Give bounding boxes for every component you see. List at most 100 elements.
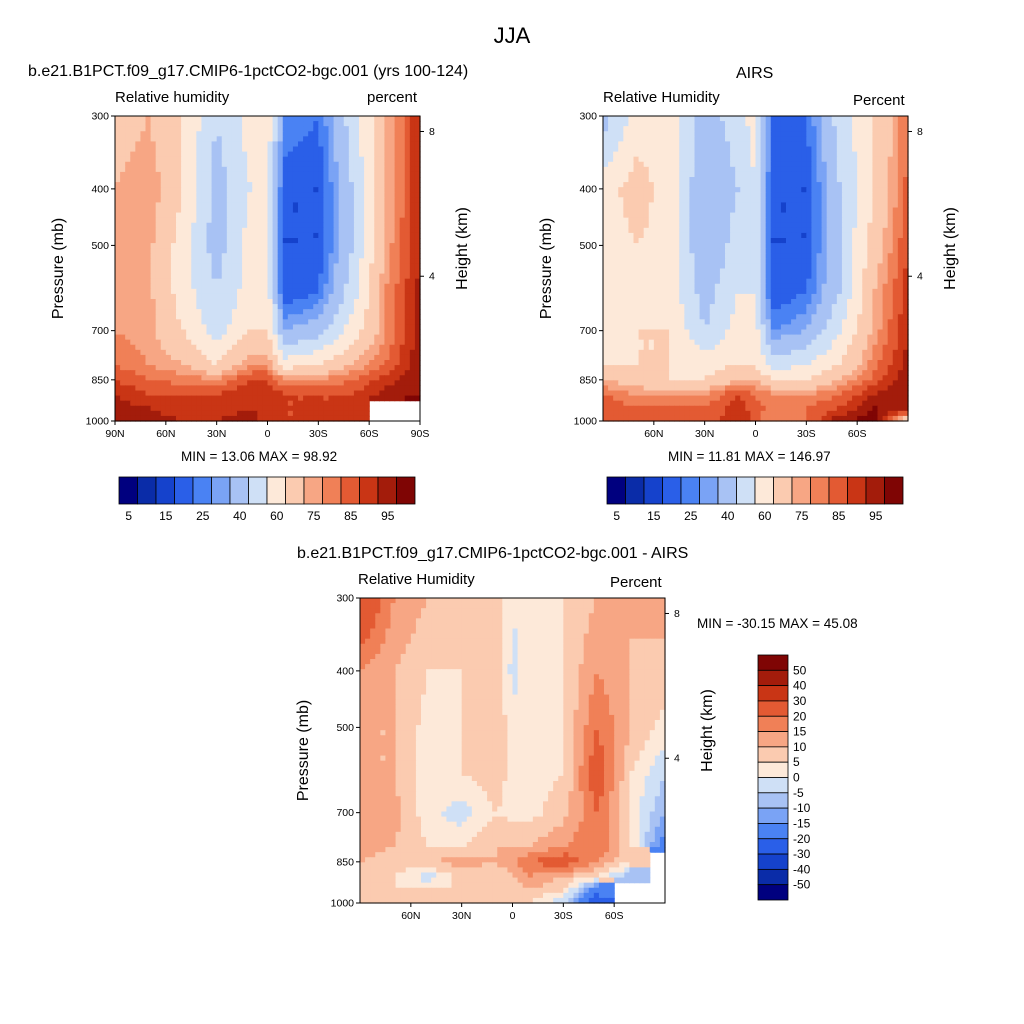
contour-cell <box>165 319 172 326</box>
contour-cell <box>613 156 619 163</box>
contour-cell <box>160 288 167 295</box>
contour-cell <box>298 360 304 366</box>
contour-cell <box>252 217 258 224</box>
contour-cell <box>252 344 258 351</box>
contour-cell <box>155 339 162 346</box>
contour-cell <box>679 197 685 204</box>
contour-cell <box>211 329 218 336</box>
contour-cell <box>714 217 721 224</box>
contour-cell <box>826 166 833 173</box>
contour-cell <box>653 202 660 209</box>
contour-cell <box>359 334 365 341</box>
contour-cell <box>308 278 314 285</box>
contour-cell <box>242 273 248 280</box>
contour-cell <box>369 197 375 204</box>
contour-cell <box>252 121 258 127</box>
contour-cell <box>633 151 640 158</box>
contour-cell <box>801 222 807 229</box>
contour-cell <box>252 161 258 168</box>
contour-cell <box>267 288 274 295</box>
contour-cell <box>140 232 147 239</box>
contour-cell <box>206 390 213 397</box>
contour-cell <box>348 192 355 198</box>
contour-cell <box>176 202 182 209</box>
contour-cell <box>902 217 909 224</box>
contour-cell <box>633 202 640 209</box>
contour-cell <box>689 192 696 198</box>
contour-cell <box>608 136 614 143</box>
contour-cell <box>399 121 406 127</box>
contour-cell <box>298 354 304 361</box>
contour-cell <box>775 156 782 163</box>
contour-cell <box>633 121 640 127</box>
contour-cell <box>847 171 853 178</box>
contour-cell <box>186 395 192 402</box>
contour-cell <box>394 319 401 326</box>
contour-cell <box>221 222 228 229</box>
contour-cell <box>328 126 335 132</box>
contour-cell <box>628 182 635 188</box>
contour-cell <box>638 136 645 143</box>
contour-cell <box>852 207 858 214</box>
contour-cell <box>150 324 157 331</box>
contour-cell <box>333 344 340 351</box>
contour-cell <box>775 222 782 229</box>
contour-cell <box>796 131 802 137</box>
contour-cell <box>389 243 396 249</box>
contour-cell <box>211 410 218 417</box>
contour-cell <box>140 192 147 198</box>
contour-cell <box>404 370 411 376</box>
contour-cell <box>684 161 691 168</box>
contour-cell <box>181 380 187 387</box>
contour-cell <box>719 192 726 198</box>
contour-cell <box>364 283 370 290</box>
contour-cell <box>308 304 314 310</box>
contour-cell <box>333 299 340 305</box>
contour-cell <box>221 339 228 346</box>
contour-cell <box>836 166 843 173</box>
contour-cell <box>226 182 233 188</box>
contour-cell <box>120 314 126 320</box>
contour-cell <box>679 151 685 158</box>
contour-cell <box>292 299 299 305</box>
contour-cell <box>775 146 782 153</box>
contour-cell <box>196 192 203 198</box>
contour-cell <box>333 258 340 265</box>
contour-cell <box>775 141 782 148</box>
contour-cell <box>206 349 213 356</box>
contour-cell <box>323 375 330 381</box>
contour-cell <box>333 334 340 341</box>
contour-cell <box>394 202 401 209</box>
contour-cell <box>191 314 197 320</box>
contour-cell <box>181 187 187 193</box>
contour-cell <box>338 161 345 168</box>
contour-cell <box>394 116 401 122</box>
contour-cell <box>231 116 238 122</box>
contour-cell <box>384 385 391 392</box>
contour-cell <box>313 405 319 412</box>
contour-cell <box>348 319 355 326</box>
contour-cell <box>298 390 304 397</box>
contour-cell <box>155 207 162 214</box>
contour-cell <box>643 197 650 204</box>
contour-cell <box>318 121 325 127</box>
contour-cell <box>287 395 294 402</box>
contour-cell <box>303 217 309 224</box>
contour-cell <box>282 324 289 331</box>
contour-cell <box>897 217 904 224</box>
contour-cell <box>282 283 289 290</box>
contour-cell <box>120 380 126 387</box>
contour-cell <box>191 360 197 366</box>
contour-cell <box>623 192 630 198</box>
contour-cell <box>348 258 355 265</box>
contour-cell <box>821 212 828 219</box>
contour-cell <box>277 283 284 290</box>
contour-cell <box>745 161 752 168</box>
contour-cell <box>277 217 284 224</box>
contour-cell <box>125 278 131 285</box>
contour-cell <box>333 146 340 153</box>
contour-cell <box>318 217 325 224</box>
contour-cell <box>877 141 884 148</box>
contour-cell <box>196 227 203 234</box>
contour-cell <box>374 232 380 239</box>
